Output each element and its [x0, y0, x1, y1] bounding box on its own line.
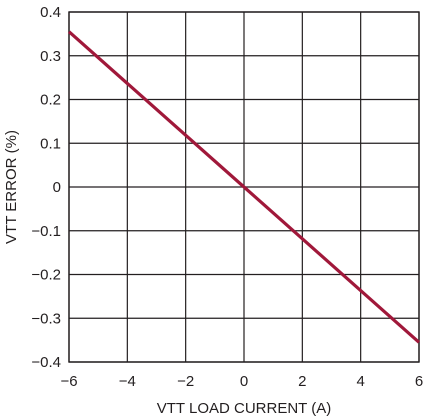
y-tick-labels: 0.4 0.3 0.2 0.1 0 −0.1 −0.2 −0.3 −0.4	[31, 4, 61, 371]
y-tick-label: 0	[53, 179, 61, 196]
y-tick-label: −0.4	[31, 354, 61, 371]
y-axis-label: VTT ERROR (%)	[3, 130, 20, 244]
x-tick-label: 4	[356, 373, 364, 390]
x-tick-label: −6	[60, 373, 77, 390]
series-group	[67, 30, 421, 344]
x-tick-labels: −6 −4 −2 0 2 4 6	[60, 373, 423, 390]
y-tick-label: 0.3	[40, 48, 61, 65]
series-line	[67, 30, 421, 344]
x-tick-label: −2	[177, 373, 194, 390]
y-tick-label: 0.2	[40, 92, 61, 109]
x-axis-label: VTT LOAD CURRENT (A)	[157, 400, 331, 417]
x-tick-label: 6	[415, 373, 423, 390]
y-tick-label: −0.3	[31, 310, 61, 327]
y-tick-label: −0.1	[31, 223, 61, 240]
x-tick-label: −4	[119, 373, 136, 390]
plot-frame	[68, 11, 420, 363]
y-tick-label: −0.2	[31, 267, 61, 284]
y-tick-label: 0.4	[40, 4, 61, 21]
y-tick-label: 0.1	[40, 135, 61, 152]
x-tick-label: 0	[240, 373, 248, 390]
x-tick-label: 2	[298, 373, 306, 390]
grid	[68, 11, 420, 363]
